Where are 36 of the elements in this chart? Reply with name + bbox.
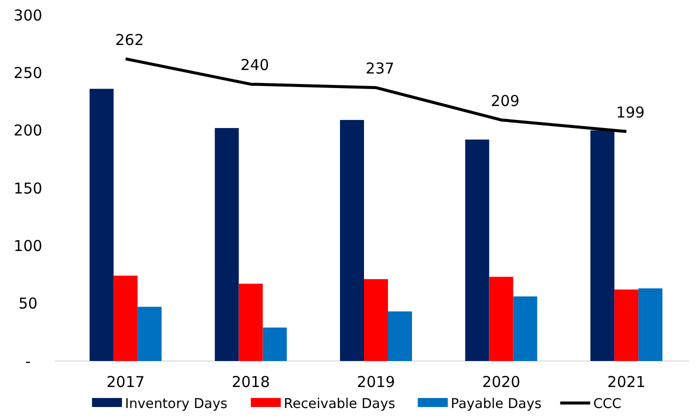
bar — [614, 289, 638, 361]
x-tick-label: 2019 — [356, 373, 396, 391]
x-tick-label: 2021 — [607, 373, 646, 391]
data-label: 240 — [240, 56, 270, 74]
legend-label: Payable Days — [450, 396, 542, 412]
x-tick-label: 2020 — [482, 373, 520, 391]
y-tick-label: 100 — [14, 236, 42, 255]
bar — [513, 296, 538, 361]
bar — [638, 288, 662, 361]
y-tick-label: 50 — [18, 294, 38, 313]
data-label: 237 — [366, 60, 394, 78]
y-tick-label: - — [25, 352, 31, 370]
bar — [238, 284, 263, 361]
y-tick-label: 250 — [14, 64, 42, 82]
x-tick-label: 2017 — [106, 373, 145, 391]
x-tick-label: 2018 — [232, 373, 270, 391]
legend-label: Inventory Days — [125, 396, 228, 412]
bar — [590, 130, 614, 361]
data-label: 262 — [115, 30, 144, 49]
data-label: 209 — [490, 92, 520, 110]
legend-label: CCC — [593, 396, 622, 412]
bar — [138, 306, 162, 361]
legend-label: Receivable Days — [284, 396, 396, 412]
bar — [388, 311, 412, 361]
bar — [114, 276, 138, 361]
bar — [465, 140, 490, 361]
data-label: 199 — [616, 103, 645, 122]
bar — [364, 279, 388, 361]
bar — [262, 328, 287, 361]
y-tick-label: 150 — [14, 179, 42, 198]
bar — [340, 120, 364, 361]
y-tick-label: 300 — [14, 6, 42, 24]
bar — [90, 88, 114, 361]
bar — [214, 128, 239, 361]
bar — [489, 276, 514, 361]
y-tick-label: 200 — [14, 122, 42, 140]
